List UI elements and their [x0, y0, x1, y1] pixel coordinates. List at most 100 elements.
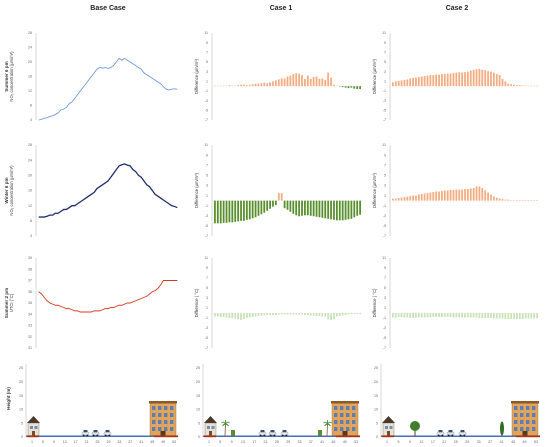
- row-unit-base: NO₂ concentration (µm/m³): [9, 165, 14, 216]
- data-point: [74, 205, 76, 206]
- distance-tick-label: 25: [275, 440, 279, 444]
- data-bar: [277, 193, 280, 201]
- row-unit-case-group: Difference ( °C): [194, 288, 199, 317]
- data-bar: [240, 313, 242, 320]
- data-bar: [283, 78, 286, 87]
- data-bar: [272, 81, 274, 87]
- y-tick-label: 3: [384, 70, 386, 74]
- data-bar: [452, 73, 455, 87]
- data-bar: [248, 313, 251, 318]
- data-point: [66, 107, 67, 108]
- data-point: [85, 311, 87, 313]
- data-bar: [269, 82, 271, 87]
- data-point: [176, 280, 178, 281]
- data-bar: [466, 313, 469, 318]
- y-tick-label: -3: [205, 326, 208, 330]
- data-bar: [400, 80, 403, 87]
- data-bar: [344, 313, 347, 315]
- data-bar: [397, 80, 400, 87]
- data-bar: [443, 313, 446, 317]
- data-point: [113, 307, 114, 308]
- building-window: [532, 420, 536, 424]
- road-surface: [26, 435, 178, 437]
- y-tick-label: 35: [28, 301, 32, 305]
- data-bar: [301, 200, 303, 216]
- y-tick-label: 9: [206, 41, 208, 45]
- y-tick-label: 7: [384, 163, 386, 167]
- tree-crown-icon: [410, 421, 420, 431]
- distance-tick-label: 25: [454, 440, 458, 444]
- distance-tick-label: 21: [442, 440, 446, 444]
- data-bar: [492, 72, 495, 87]
- data-bar: [472, 313, 475, 318]
- data-point: [104, 67, 106, 68]
- panel-3-1: -7 -5 -3 -1 1 3 5 7 9 11: [382, 31, 539, 122]
- data-bar: [356, 200, 359, 216]
- data-bar: [263, 313, 266, 316]
- data-bar: [245, 200, 248, 220]
- data-bar: [504, 81, 507, 87]
- data-point: [57, 305, 59, 306]
- column-title-1: Base Case: [90, 5, 126, 12]
- data-bar: [409, 313, 412, 318]
- data-bar: [214, 313, 216, 317]
- data-bar: [248, 200, 251, 220]
- data-bar: [481, 69, 484, 87]
- y-tick-label: -3: [205, 214, 208, 218]
- building-window: [334, 427, 338, 431]
- data-bar: [312, 200, 315, 217]
- data-point: [55, 114, 56, 115]
- data-bar: [478, 186, 481, 201]
- data-point: [127, 59, 128, 61]
- data-bar: [318, 78, 321, 87]
- height-tick-label: 0: [21, 435, 23, 439]
- data-bar: [356, 86, 359, 90]
- data-bar: [400, 313, 403, 317]
- data-point: [118, 165, 120, 167]
- data-bar: [243, 313, 245, 319]
- data-bar: [251, 84, 254, 87]
- data-bar: [228, 200, 231, 223]
- spacer: [217, 424, 218, 436]
- data-bar: [438, 191, 440, 201]
- data-bar: [452, 189, 455, 201]
- data-bar: [458, 72, 461, 87]
- y-tick-label: 5: [384, 60, 386, 64]
- data-bar: [507, 313, 510, 319]
- data-bar: [350, 86, 353, 88]
- y-tick-label: 34: [28, 312, 32, 316]
- house-roof: [27, 416, 40, 423]
- y-tick-label: -7: [383, 234, 386, 238]
- data-bar: [524, 200, 527, 201]
- data-bar: [487, 192, 489, 201]
- data-bar: [283, 200, 286, 209]
- data-bar: [426, 75, 429, 87]
- y-tick-label: -1: [383, 316, 386, 320]
- building-window: [520, 413, 524, 417]
- data-point: [80, 311, 81, 313]
- data-point: [154, 194, 156, 195]
- height-tick-label: 15: [19, 394, 23, 398]
- data-bar: [487, 313, 489, 318]
- data-bar: [254, 313, 257, 317]
- distance-tick-label: 9: [53, 440, 55, 444]
- building-window: [514, 406, 518, 410]
- distance-tick-label: 45: [511, 440, 515, 444]
- data-bar: [536, 313, 539, 319]
- data-point: [93, 192, 95, 193]
- car-wheel: [108, 434, 111, 437]
- y-tick-label: 28: [28, 31, 32, 35]
- data-bar: [510, 84, 513, 87]
- data-point: [85, 197, 87, 199]
- data-bar: [327, 313, 330, 320]
- data-point: [157, 288, 159, 289]
- data-bar: [464, 188, 466, 201]
- panel-2-2: -7 -5 -3 -1 1 3 5 7 9 11: [204, 143, 361, 238]
- distance-tick-label: 5: [42, 440, 44, 444]
- data-bar: [449, 313, 452, 317]
- data-bar: [315, 76, 318, 87]
- data-point: [168, 203, 170, 205]
- distance-tick-label: 45: [150, 440, 154, 444]
- data-point: [68, 207, 70, 208]
- y-tick-label: 11: [204, 143, 208, 147]
